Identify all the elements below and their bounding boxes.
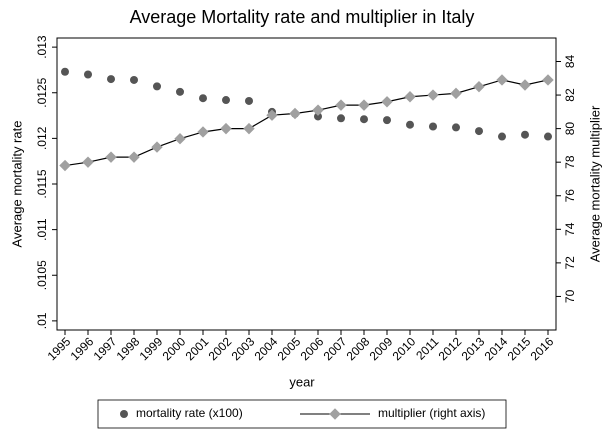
marker — [176, 87, 184, 96]
marker — [105, 151, 117, 163]
y-tick-label: .012 — [35, 126, 49, 150]
legend-label: multiplier (right axis) — [378, 406, 485, 420]
marker — [450, 87, 462, 100]
marker — [82, 156, 94, 168]
marker — [383, 116, 391, 125]
y2-tick-label: 84 — [563, 55, 577, 69]
legend-box — [97, 399, 507, 429]
x-tick-label: 2001 — [183, 334, 212, 363]
x-tick-label: 2013 — [459, 334, 488, 363]
marker — [314, 112, 322, 121]
y-tick-label: .0125 — [35, 77, 49, 107]
marker — [335, 99, 347, 111]
marker — [59, 159, 71, 172]
marker — [544, 132, 552, 141]
x-tick-label: 2012 — [436, 334, 465, 363]
marker — [542, 74, 554, 86]
x-tick-label: 1997 — [91, 334, 120, 363]
marker — [61, 67, 69, 76]
x-axis-title: year — [289, 374, 315, 389]
marker — [245, 96, 253, 105]
marker — [199, 94, 207, 103]
marker — [312, 104, 324, 116]
y-tick-label: .01 — [35, 312, 49, 329]
marker — [337, 114, 345, 123]
x-tick-label: 2004 — [252, 334, 281, 363]
x-tick-label: 2005 — [275, 334, 304, 363]
legend-marker — [329, 408, 341, 420]
series-line — [64, 79, 549, 167]
x-tick-label: 1998 — [114, 334, 143, 363]
marker — [521, 130, 529, 139]
y2-tick-label: 82 — [563, 88, 577, 102]
y2-tick-label: 76 — [563, 189, 577, 203]
marker — [266, 109, 278, 121]
x-tick-label: 2015 — [505, 334, 534, 363]
marker — [360, 115, 368, 124]
x-tick-label: 2007 — [321, 334, 350, 363]
x-tick-label: 2010 — [390, 334, 419, 363]
x-tick-label: 2008 — [344, 334, 373, 363]
x-tick-label: 2002 — [206, 334, 235, 363]
y2-tick-label: 72 — [563, 256, 577, 270]
y2-axis-title: Average mortality multiplier — [587, 105, 602, 262]
marker — [84, 70, 92, 79]
marker — [404, 91, 416, 103]
y2-tick-label: 74 — [563, 222, 577, 236]
marker — [220, 122, 232, 135]
y2-tick-label: 80 — [563, 122, 577, 136]
x-tick-label: 2014 — [482, 334, 511, 363]
marker — [519, 79, 531, 91]
marker — [429, 122, 437, 131]
marker — [174, 132, 186, 145]
marker — [128, 151, 140, 163]
marker — [427, 89, 439, 101]
y-tick-label: .0105 — [35, 260, 49, 290]
x-tick-label: 2011 — [413, 334, 441, 362]
y-tick-label: .013 — [35, 35, 49, 59]
marker — [222, 96, 230, 105]
marker — [452, 123, 460, 132]
chart-title: Average Mortality rate and multiplier in… — [130, 7, 475, 27]
marker — [381, 96, 393, 108]
marker — [107, 75, 115, 84]
marker — [498, 132, 506, 141]
x-tick-label: 1999 — [137, 334, 166, 363]
y-axis-title: Average mortality rate — [9, 121, 24, 248]
marker — [243, 122, 255, 135]
x-tick-label: 1995 — [45, 334, 74, 363]
x-tick-label: 2006 — [298, 334, 327, 363]
marker — [153, 82, 161, 91]
legend-label: mortality rate (x100) — [136, 406, 243, 420]
legend-marker — [120, 410, 128, 418]
y-tick-label: .0115 — [35, 169, 49, 198]
marker — [358, 99, 370, 111]
x-tick-label: 1996 — [68, 334, 97, 363]
y-tick-label: .011 — [35, 218, 49, 241]
marker — [473, 80, 485, 93]
x-tick-label: 2009 — [367, 334, 396, 363]
marker — [496, 74, 508, 86]
marker — [151, 141, 163, 153]
marker — [130, 75, 138, 84]
marker — [406, 120, 414, 129]
marker — [289, 107, 301, 120]
x-tick-label: 2016 — [528, 334, 557, 363]
marker — [475, 127, 483, 136]
x-tick-label: 2003 — [229, 334, 258, 363]
x-tick-label: 2000 — [160, 334, 189, 363]
y2-tick-label: 78 — [563, 155, 577, 169]
marker — [197, 126, 209, 138]
y2-tick-label: 70 — [563, 289, 577, 303]
